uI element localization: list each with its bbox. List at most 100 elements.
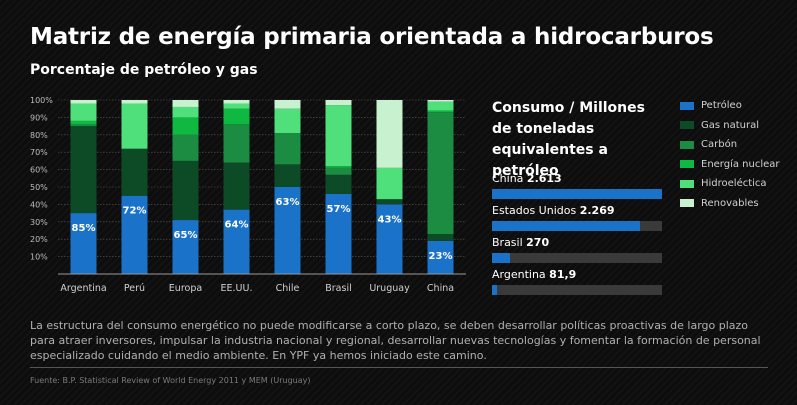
divider bbox=[30, 367, 768, 368]
chart-subtitle: Porcentaje de petróleo y gas bbox=[30, 62, 258, 78]
bar-segment bbox=[172, 160, 199, 221]
y-tick-label: 30% bbox=[30, 218, 48, 227]
bar-segment bbox=[274, 108, 301, 134]
x-tick-label: China bbox=[427, 283, 454, 294]
bar-segment bbox=[376, 199, 403, 205]
legend-swatch bbox=[680, 121, 694, 130]
bar-segment bbox=[70, 103, 97, 121]
bar-segment bbox=[325, 166, 352, 168]
y-tick-label: 40% bbox=[30, 200, 48, 209]
bar-segment bbox=[172, 100, 199, 107]
y-tick-label: 60% bbox=[30, 166, 48, 175]
legend-item-energia-nuclear: Energía nuclear bbox=[680, 155, 780, 175]
consumption-label: Brasil 270 bbox=[492, 236, 550, 249]
y-tick-label: 10% bbox=[30, 253, 48, 262]
bar-segment bbox=[427, 100, 454, 102]
oil-gas-percent-label: 23% bbox=[429, 251, 453, 262]
bar-segment bbox=[325, 193, 352, 274]
y-tick-label: 100% bbox=[30, 96, 53, 105]
consumption-bar-track bbox=[492, 285, 662, 295]
y-tick-label: 70% bbox=[30, 148, 48, 157]
x-tick-label: Europa bbox=[169, 283, 202, 294]
legend-swatch bbox=[680, 199, 694, 208]
bar-segment bbox=[223, 100, 250, 104]
consumption-item-china: China 2.613 bbox=[492, 172, 662, 199]
description-text: La estructura del consumo energético no … bbox=[30, 319, 761, 362]
consumption-title: Consumo / Millones de toneladas equivale… bbox=[492, 100, 645, 179]
bar-segment bbox=[427, 112, 454, 234]
y-tick-label: 90% bbox=[30, 113, 48, 122]
bar-segment bbox=[70, 124, 97, 127]
consumption-bar-track bbox=[492, 189, 662, 199]
oil-gas-percent-label: 57% bbox=[327, 204, 351, 215]
bar-segment bbox=[223, 108, 250, 125]
oil-gas-percent-label: 63% bbox=[276, 197, 300, 208]
bar-segment bbox=[376, 100, 403, 168]
bar-segment bbox=[427, 233, 454, 241]
bar-segment bbox=[274, 100, 301, 109]
x-tick-label: Brasil bbox=[325, 283, 351, 294]
legend-swatch bbox=[680, 179, 694, 188]
bar-segment bbox=[325, 105, 352, 167]
x-tick-label: Perú bbox=[124, 283, 145, 294]
bar-segment bbox=[172, 106, 199, 118]
bar-segment bbox=[121, 148, 148, 196]
source-note: Fuente: B.P. Statistical Review of World… bbox=[30, 376, 311, 385]
bar-segment bbox=[427, 110, 454, 113]
y-tick-label: 80% bbox=[30, 131, 48, 140]
bar-segment bbox=[172, 220, 199, 274]
bar-segment bbox=[376, 167, 403, 200]
bar-segment bbox=[223, 103, 250, 109]
consumption-bar-fill bbox=[492, 253, 510, 263]
legend-swatch bbox=[680, 160, 694, 169]
bar-segment bbox=[70, 126, 97, 214]
oil-gas-percent-label: 43% bbox=[378, 214, 402, 225]
consumption-item-argentina: Argentina 81,9 bbox=[492, 268, 662, 295]
bar-segment bbox=[427, 240, 454, 274]
legend-item-carbon: Carbón bbox=[680, 135, 780, 155]
bar-segment bbox=[70, 213, 97, 274]
bar-segment bbox=[223, 209, 250, 274]
consumption-label: Argentina 81,9 bbox=[492, 268, 577, 281]
y-tick-label: 50% bbox=[30, 183, 48, 192]
oil-gas-percent-label: 64% bbox=[225, 220, 249, 231]
bar-segment bbox=[121, 103, 148, 149]
bar-segment bbox=[223, 124, 250, 163]
x-tick-label: Argentina bbox=[60, 283, 106, 294]
bar-segment bbox=[325, 174, 352, 194]
bar-segment bbox=[325, 167, 352, 175]
bar-segment bbox=[70, 100, 97, 104]
bar-segment bbox=[172, 117, 199, 135]
y-tick-label: 20% bbox=[30, 235, 48, 244]
x-tick-label: Chile bbox=[276, 283, 300, 294]
bar-segment bbox=[121, 195, 148, 274]
bar-segment bbox=[70, 120, 97, 125]
consumption-label: China 2.613 bbox=[492, 172, 562, 185]
oil-gas-percent-label: 65% bbox=[174, 230, 198, 241]
legend-item-hidroelectrica: Hidroeléctica bbox=[680, 174, 780, 194]
consumption-label: Estados Unidos 2.269 bbox=[492, 204, 615, 217]
page-title: Matriz de energía primaria orientada a h… bbox=[30, 24, 714, 50]
consumption-item-brasil: Brasil 270 bbox=[492, 236, 662, 263]
bar-segment bbox=[325, 100, 352, 106]
oil-gas-percent-label: 85% bbox=[72, 223, 96, 234]
stacked-bar-chart: 10% 20% 30% 40% 50% 60% 70% 80% 90% 100% 85% Argent… bbox=[30, 96, 466, 294]
x-tick-label: EE.UU. bbox=[221, 283, 253, 294]
consumption-bar-fill bbox=[492, 221, 640, 231]
bar-segment bbox=[274, 164, 301, 187]
consumption-item-estados-unidos: Estados Unidos 2.269 bbox=[492, 204, 662, 231]
legend-item-renovables: Renovables bbox=[680, 194, 780, 214]
bar-segment bbox=[376, 204, 403, 274]
bar-segment bbox=[427, 101, 454, 111]
legend-swatch bbox=[680, 101, 694, 110]
oil-gas-percent-label: 72% bbox=[123, 206, 147, 217]
x-tick-label: Uruguay bbox=[369, 283, 410, 294]
consumption-bar-fill bbox=[492, 189, 662, 199]
consumption-bar-fill bbox=[492, 285, 498, 295]
consumption-bar-track bbox=[492, 221, 662, 231]
bar-segment bbox=[121, 100, 148, 104]
bar-segment bbox=[172, 134, 199, 161]
bar-segment bbox=[223, 162, 250, 210]
legend-swatch bbox=[680, 140, 694, 149]
legend-item-petroleo: Petróleo bbox=[680, 96, 780, 116]
